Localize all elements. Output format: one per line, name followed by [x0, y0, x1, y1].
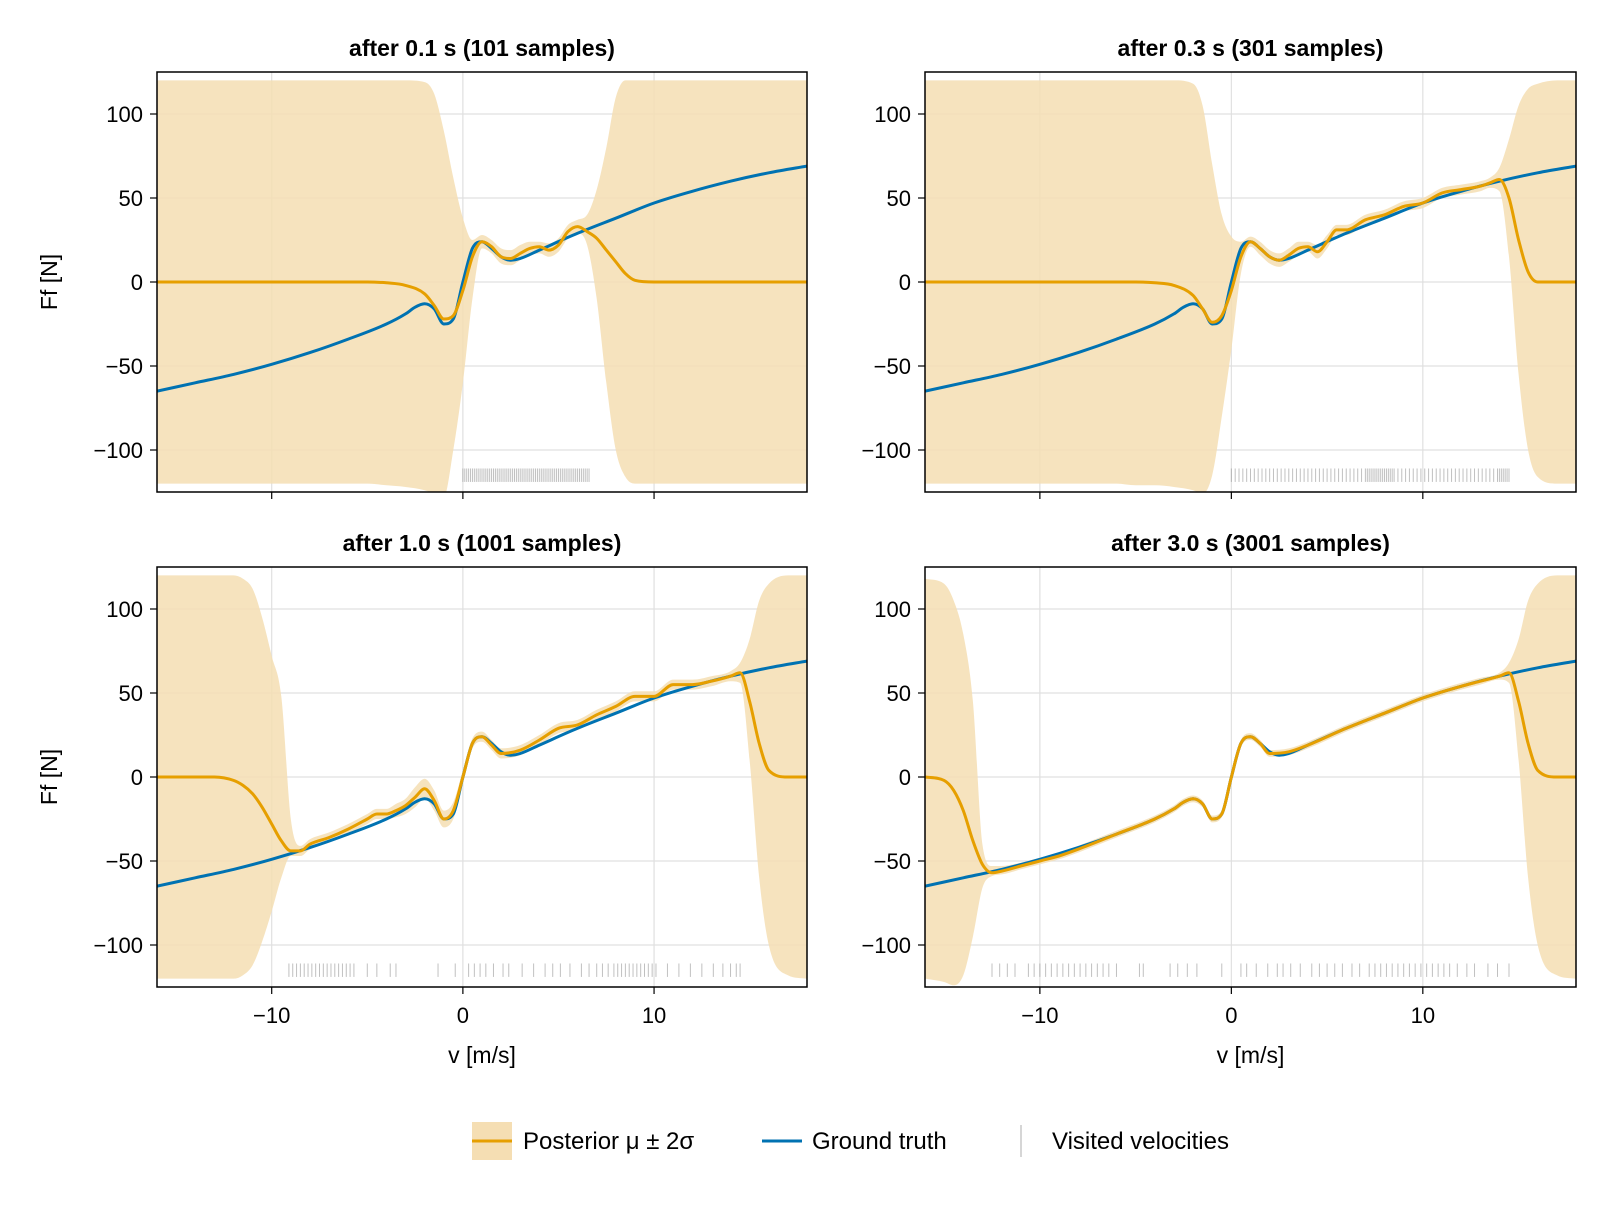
y-tick-label: −50: [874, 354, 911, 379]
x-tick-label: −10: [253, 1003, 290, 1028]
posterior-mean-line: [157, 225, 807, 321]
y-tick-label: −100: [861, 933, 911, 958]
y-tick-label: 50: [887, 681, 911, 706]
visited-velocities: [991, 963, 1510, 977]
x-axis-label: v [m/s]: [1217, 1042, 1285, 1068]
x-tick-label: 10: [642, 1003, 666, 1028]
y-tick-label: 0: [899, 765, 911, 790]
y-tick-label: −50: [106, 849, 143, 874]
y-tick-label: −50: [874, 849, 911, 874]
y-tick-label: −100: [861, 438, 911, 463]
posterior-band: [157, 80, 807, 492]
posterior-mean-line: [925, 671, 1576, 875]
panel-title: after 0.1 s (101 samples): [349, 35, 615, 61]
x-tick-label: 0: [457, 1003, 469, 1028]
panel-2: 100 50 0 −50 −100 after 0.3 s (301 samples): [861, 35, 1577, 499]
panel-1: 100 50 0 −50 −100 after 0.1 s (101 samples) Ff…: [36, 35, 808, 499]
legend-posterior-label: Posterior μ ± 2σ: [523, 1128, 694, 1155]
y-tick-label: 0: [131, 765, 143, 790]
y-tick-label: 50: [887, 186, 911, 211]
y-tick-label: −50: [106, 354, 143, 379]
y-tick-label: 100: [106, 597, 143, 622]
plot-area: [157, 567, 807, 987]
posterior-band: [925, 575, 1576, 986]
legend: Posterior μ ± 2σ Ground truth Visited ve…: [472, 1122, 1229, 1160]
x-tick-label: 0: [1225, 1003, 1237, 1028]
panel-title: after 1.0 s (1001 samples): [343, 530, 622, 556]
visited-velocities: [288, 963, 741, 977]
x-axis-label: v [m/s]: [448, 1042, 516, 1068]
visited-velocities: [462, 468, 590, 482]
y-tick-label: 100: [106, 102, 143, 127]
ground-truth-line: [925, 659, 1576, 888]
y-tick-label: 50: [119, 186, 143, 211]
x-tick-label: −10: [1021, 1003, 1058, 1028]
posterior-band: [157, 575, 807, 979]
y-tick-label: 0: [131, 270, 143, 295]
y-tick-label: 0: [899, 270, 911, 295]
legend-visited-label: Visited velocities: [1052, 1128, 1229, 1155]
ground-truth-line: [925, 164, 1576, 393]
plot-area: [925, 72, 1576, 492]
plot-area: [925, 567, 1576, 987]
y-tick-label: 50: [119, 681, 143, 706]
posterior-mean-line: [925, 177, 1576, 324]
panel-title: after 3.0 s (3001 samples): [1111, 530, 1390, 556]
y-tick-label: −100: [93, 438, 143, 463]
posterior-mean-line: [157, 671, 807, 853]
y-axis-label: Ff [N]: [36, 749, 62, 805]
x-tick-label: 10: [1411, 1003, 1435, 1028]
y-tick-label: 100: [874, 597, 911, 622]
posterior-band: [925, 80, 1576, 492]
y-axis-label: Ff [N]: [36, 254, 62, 310]
visited-velocities: [1230, 468, 1510, 482]
ground-truth-line: [157, 164, 807, 393]
legend-truth-label: Ground truth: [812, 1128, 947, 1155]
panel-title: after 0.3 s (301 samples): [1118, 35, 1384, 61]
y-tick-label: 100: [874, 102, 911, 127]
plot-area: [157, 72, 807, 492]
y-tick-label: −100: [93, 933, 143, 958]
